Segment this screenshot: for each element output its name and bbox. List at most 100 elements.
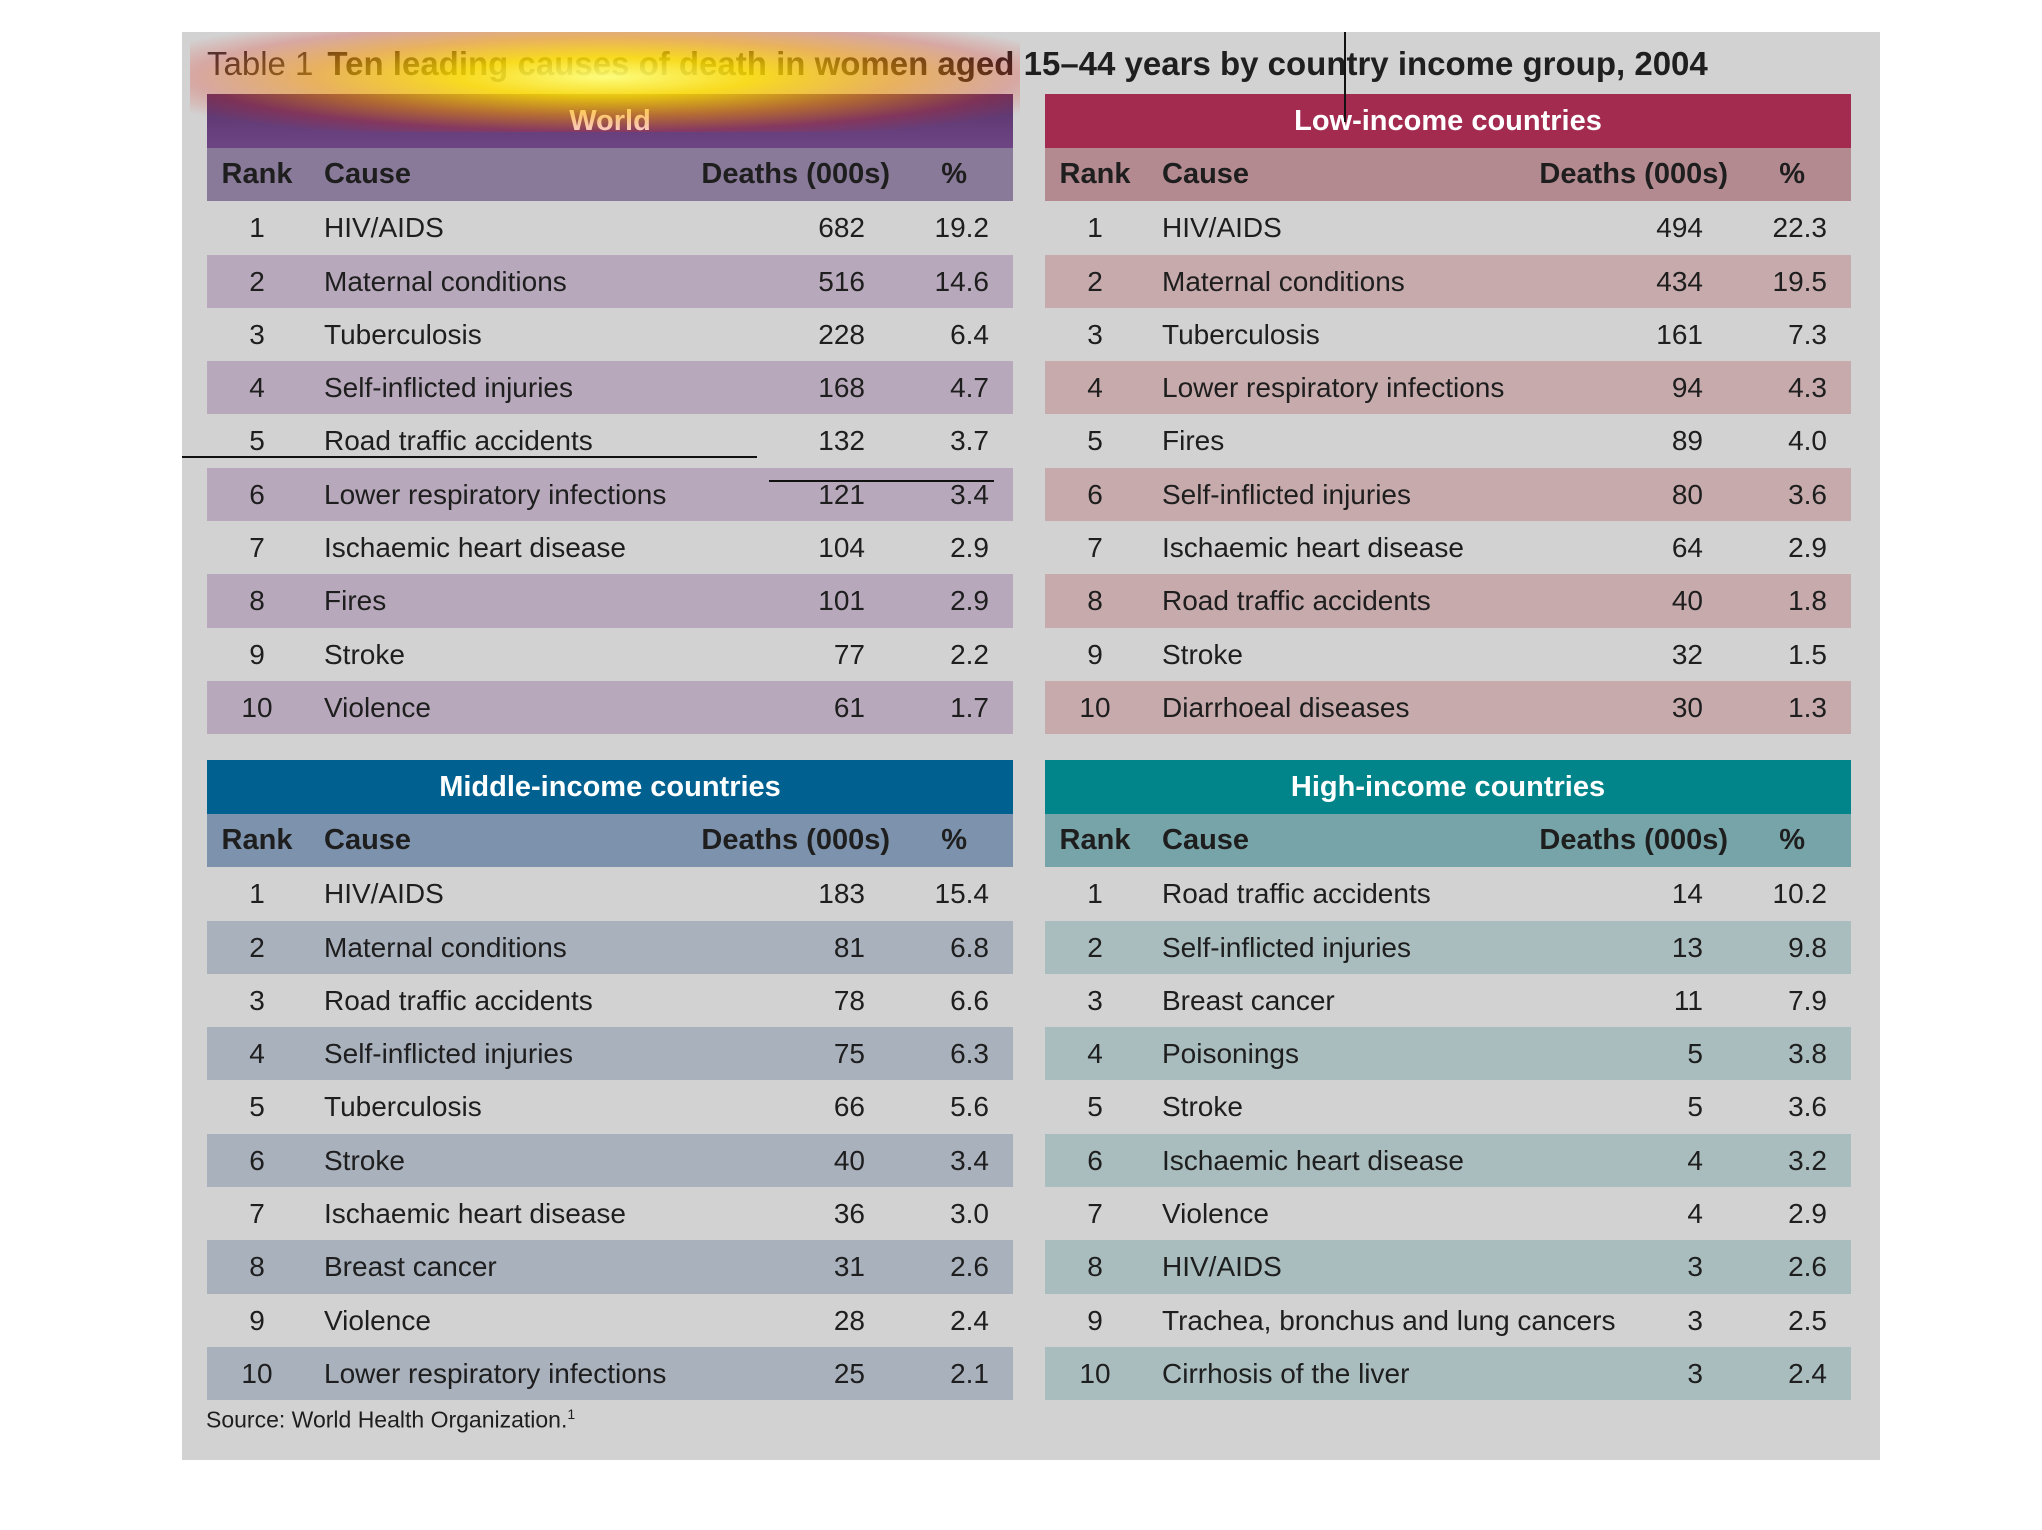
rank-cell: 6 xyxy=(1087,478,1103,510)
world-table: World Rank Cause Deaths (000s) % 1 HIV/AI… xyxy=(207,94,1013,735)
table-row: 8 Breast cancer 31 2.6 xyxy=(207,1240,1013,1294)
deaths-cell: 183 xyxy=(818,878,865,910)
table-row: 5 Road traffic accidents 132 3.7 xyxy=(207,414,1013,468)
deaths-cell: 75 xyxy=(833,1038,865,1070)
percent-cell: 4.3 xyxy=(1788,372,1827,404)
percent-cell: 1.3 xyxy=(1788,691,1827,723)
rank-cell: 1 xyxy=(1087,212,1103,244)
rank-cell: 2 xyxy=(249,265,265,297)
cause-cell: Diarrhoeal diseases xyxy=(1162,691,1410,723)
cause-cell: Tuberculosis xyxy=(324,318,482,350)
table-row: 2 Maternal conditions 434 19.5 xyxy=(1045,254,1851,308)
percent-cell: 3.6 xyxy=(1788,1091,1827,1123)
cause-cell: HIV/AIDS xyxy=(324,212,444,244)
percent-cell: 7.9 xyxy=(1788,984,1827,1016)
low-income-heading: Low-income countries xyxy=(1045,94,1851,148)
cause-header: Cause xyxy=(324,824,412,856)
rank-cell: 1 xyxy=(249,878,265,910)
percent-cell: 1.7 xyxy=(950,691,989,723)
cause-cell: Trachea, bronchus and lung cancers xyxy=(1162,1304,1616,1336)
table-row: 5 Fires 89 4.0 xyxy=(1045,414,1851,468)
table-row: 3 Tuberculosis 161 7.3 xyxy=(1045,307,1851,362)
deaths-cell: 30 xyxy=(1671,691,1703,723)
cause-cell: Lower respiratory infections xyxy=(1162,372,1505,404)
rank-cell: 7 xyxy=(1087,532,1103,564)
table-row: 2 Maternal conditions 516 14.6 xyxy=(207,254,1013,308)
cause-cell: Ischaemic heart disease xyxy=(324,532,626,564)
rank-cell: 2 xyxy=(1087,265,1103,297)
table-row: 3 Breast cancer 11 7.9 xyxy=(1045,973,1851,1028)
cause-header: Cause xyxy=(324,158,412,190)
rank-cell: 4 xyxy=(249,1038,265,1070)
cause-cell: Maternal conditions xyxy=(324,931,567,963)
rank-cell: 1 xyxy=(1087,878,1103,910)
cause-cell: Violence xyxy=(324,1304,431,1336)
source-footnote: 1 xyxy=(567,1406,576,1422)
table-row: 3 Road traffic accidents 78 6.6 xyxy=(207,973,1013,1028)
table-row: 8 Fires 101 2.9 xyxy=(207,574,1013,628)
deaths-header: Deaths (000s) xyxy=(701,824,890,856)
rank-cell: 7 xyxy=(249,1198,265,1230)
deaths-cell: 104 xyxy=(818,532,865,564)
rank-cell: 5 xyxy=(249,1091,265,1123)
cause-cell: Ischaemic heart disease xyxy=(1162,1144,1464,1176)
rank-cell: 10 xyxy=(241,691,273,723)
deaths-cell: 168 xyxy=(818,372,865,404)
table-row: 10 Lower respiratory infections 25 2.1 xyxy=(207,1346,1013,1401)
cause-header: Cause xyxy=(1162,158,1250,190)
cause-cell: Stroke xyxy=(324,1144,405,1176)
rank-cell: 10 xyxy=(241,1357,273,1389)
table-row: 10 Cirrhosis of the liver 3 2.4 xyxy=(1045,1346,1851,1401)
percent-cell: 2.6 xyxy=(1788,1251,1827,1283)
low-income-column-header: Rank Cause Deaths (000s) % xyxy=(1045,148,1851,202)
table-row: 6 Ischaemic heart disease 4 3.2 xyxy=(1045,1133,1851,1188)
deaths-cell: 78 xyxy=(833,984,865,1016)
percent-cell: 19.2 xyxy=(934,212,990,244)
deaths-cell: 28 xyxy=(833,1304,865,1336)
rank-cell: 8 xyxy=(1087,1251,1103,1283)
table-row: 6 Stroke 40 3.4 xyxy=(207,1133,1013,1188)
world-rows: 1 HIV/AIDS 682 19.2 2 Maternal conditions 516 1… xyxy=(207,201,1013,735)
cause-cell: Road traffic accidents xyxy=(324,984,593,1016)
table-row: 7 Violence 4 2.9 xyxy=(1045,1187,1851,1241)
rank-header: Rank xyxy=(1059,158,1131,190)
percent-cell: 2.9 xyxy=(950,532,989,564)
percent-cell: 2.1 xyxy=(950,1357,989,1389)
cause-cell: Fires xyxy=(324,585,387,617)
rank-cell: 3 xyxy=(249,984,265,1016)
table-row: 5 Stroke 5 3.6 xyxy=(1045,1080,1851,1134)
deaths-header: Deaths (000s) xyxy=(1539,158,1728,190)
cause-cell: Poisonings xyxy=(1162,1038,1299,1070)
percent-header: % xyxy=(941,158,967,190)
table-row: 1 Road traffic accidents 14 10.2 xyxy=(1045,867,1851,921)
percent-cell: 2.4 xyxy=(950,1304,989,1336)
cause-cell: Stroke xyxy=(1162,1091,1243,1123)
table-row: 2 Maternal conditions 81 6.8 xyxy=(207,920,1013,974)
rank-cell: 8 xyxy=(249,585,265,617)
cause-cell: Breast cancer xyxy=(1162,984,1335,1016)
rank-cell: 8 xyxy=(1087,585,1103,617)
cause-cell: Tuberculosis xyxy=(324,1091,482,1123)
percent-cell: 3.6 xyxy=(1788,478,1827,510)
deaths-cell: 132 xyxy=(818,425,865,457)
percent-cell: 9.8 xyxy=(1788,931,1827,963)
deaths-cell: 101 xyxy=(818,585,865,617)
table-row: 8 HIV/AIDS 3 2.6 xyxy=(1045,1240,1851,1294)
deaths-cell: 682 xyxy=(818,212,865,244)
table-row: 7 Ischaemic heart disease 64 2.9 xyxy=(1045,521,1851,575)
percent-cell: 3.7 xyxy=(950,425,989,457)
percent-cell: 4.7 xyxy=(950,372,989,404)
rank-cell: 4 xyxy=(249,372,265,404)
rank-cell: 2 xyxy=(249,931,265,963)
table-row: 4 Poisonings 5 3.8 xyxy=(1045,1027,1851,1081)
deaths-cell: 161 xyxy=(1656,318,1703,350)
deaths-cell: 89 xyxy=(1671,425,1703,457)
deaths-cell: 494 xyxy=(1656,212,1703,244)
deaths-cell: 121 xyxy=(818,478,865,510)
source-note: Source: World Health Organization.1 xyxy=(206,1406,575,1434)
world-column-header: Rank Cause Deaths (000s) % xyxy=(207,148,1013,202)
cause-cell: Fires xyxy=(1162,425,1225,457)
table-row: 1 HIV/AIDS 494 22.3 xyxy=(1045,201,1851,255)
cause-cell: Self-inflicted injuries xyxy=(324,372,573,404)
percent-cell: 2.4 xyxy=(1788,1357,1827,1389)
